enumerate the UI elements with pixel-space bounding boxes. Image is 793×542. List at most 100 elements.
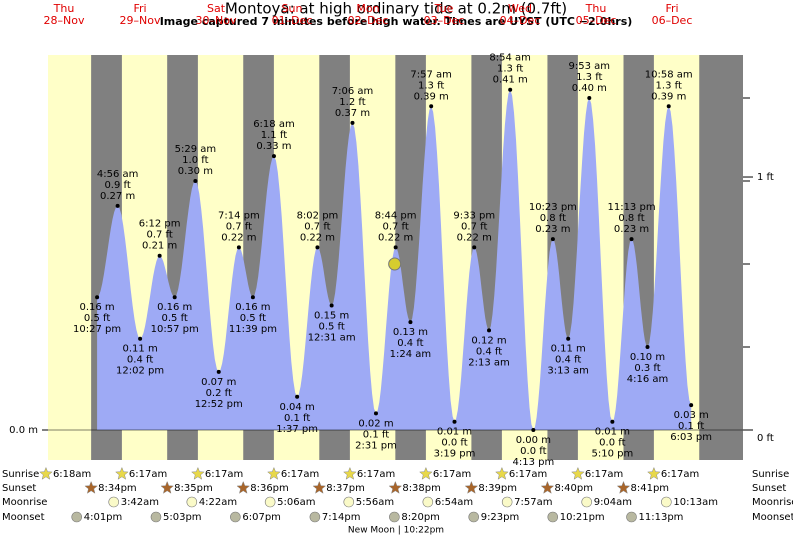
- extreme-dot: [645, 345, 650, 349]
- extreme-label: 9:53 am: [569, 61, 611, 72]
- extreme-dot: [138, 336, 143, 341]
- extreme-label: 2:31 pm: [355, 440, 397, 451]
- extreme-label: 0.9 ft: [104, 180, 130, 191]
- day-name: Thu: [585, 2, 607, 15]
- extreme-label: 1:24 am: [390, 349, 432, 360]
- extreme-label: 0.10 m: [630, 352, 665, 363]
- extreme-label: 1.2 ft: [339, 97, 365, 108]
- extreme-label: 1.1 ft: [261, 130, 287, 141]
- extreme-label: 0.7 ft: [226, 221, 252, 232]
- extreme-label: 0.16 m: [79, 302, 114, 313]
- row-time: 6:17am: [661, 469, 699, 480]
- extreme-label: 0.22 m: [221, 232, 256, 243]
- extreme-label: 1.3 ft: [497, 64, 523, 75]
- extreme-label: 0.40 m: [572, 83, 607, 94]
- extreme-dot: [452, 419, 457, 424]
- moon-icon: [661, 496, 672, 508]
- sun-icon: [464, 480, 479, 494]
- extreme-label: 1.3 ft: [656, 80, 682, 91]
- extreme-label: 0.13 m: [393, 327, 428, 338]
- extreme-label: 0.3 ft: [634, 363, 660, 374]
- extreme-dot: [550, 237, 555, 242]
- extreme-dot: [295, 394, 300, 399]
- row-time: 4:22am: [199, 497, 237, 508]
- extreme-label: 0.01 m: [437, 427, 472, 438]
- row-time: 5:03pm: [163, 512, 202, 523]
- sun-icon: [388, 480, 403, 494]
- extreme-label: 0.39 m: [651, 91, 686, 102]
- row-time: 3:42am: [121, 497, 159, 508]
- row-time: 8:36pm: [250, 483, 289, 494]
- extreme-label: 0.16 m: [235, 302, 270, 313]
- sun-icon: [571, 466, 585, 480]
- extreme-label: 3:19 pm: [434, 449, 476, 460]
- extreme-dot: [566, 336, 571, 341]
- row-time: 5:06am: [277, 497, 315, 508]
- row-label: Sunset: [2, 483, 36, 494]
- extreme-label: 0.22 m: [457, 232, 492, 243]
- moon-icon: [71, 511, 83, 523]
- extreme-label: 0.02 m: [358, 418, 393, 429]
- extreme-dot: [610, 419, 615, 424]
- row-time: 7:57am: [514, 497, 552, 508]
- row-label: Moonrise: [752, 497, 793, 508]
- row-time: 9:23pm: [481, 512, 520, 523]
- extreme-label: 8:54 am: [489, 53, 531, 64]
- extreme-label: 10:27 pm: [73, 324, 121, 335]
- extreme-label: 0.7 ft: [461, 221, 487, 232]
- y2-tick-label: 1 ft: [757, 172, 774, 183]
- current-level: [388, 257, 402, 271]
- row-time: 5:56am: [356, 497, 394, 508]
- extreme-label: 0.16 m: [157, 302, 192, 313]
- extreme-dot: [508, 87, 513, 92]
- extreme-label: 0.7 ft: [146, 230, 172, 241]
- row-time: 8:41pm: [630, 483, 669, 494]
- extreme-label: 4:56 am: [97, 169, 139, 180]
- extreme-dot: [408, 320, 413, 325]
- extreme-label: 12:52 pm: [195, 399, 243, 410]
- sun-icon: [312, 480, 327, 494]
- day-date: 28–Nov: [44, 14, 85, 27]
- extreme-dot: [172, 295, 177, 300]
- row-label: Sunrise: [752, 469, 789, 480]
- extreme-label: 0.03 m: [674, 410, 709, 421]
- moon-icon: [581, 496, 593, 508]
- extreme-dot: [236, 245, 241, 250]
- extreme-dot: [629, 237, 634, 242]
- y-tick-label: 0.0 m: [9, 425, 38, 436]
- sun-icon: [84, 480, 98, 494]
- day-name: Sat: [207, 2, 226, 15]
- extreme-label: 0.07 m: [201, 377, 236, 388]
- row-time: 7:14pm: [322, 512, 361, 523]
- extreme-label: 1.3 ft: [418, 80, 444, 91]
- row-time: 10:13am: [673, 497, 718, 508]
- chart-subtitle: Image captured 7 minutes before high wat…: [160, 15, 633, 28]
- moon-icon: [626, 511, 637, 523]
- extreme-label: 0.0 ft: [441, 438, 467, 449]
- extreme-label: 10:23 pm: [529, 202, 577, 213]
- row-time: 6:17am: [585, 469, 623, 480]
- extreme-dot: [472, 245, 477, 250]
- sun-icon: [495, 466, 509, 480]
- extreme-dot: [689, 403, 694, 408]
- day-date: 04–Dec: [500, 14, 541, 27]
- extreme-label: 0.11 m: [123, 344, 158, 355]
- extreme-dot: [429, 104, 434, 109]
- row-time: 9:04am: [594, 497, 632, 508]
- extreme-label: 0.8 ft: [618, 213, 644, 224]
- extreme-label: 0.12 m: [471, 335, 506, 346]
- extreme-label: 4:13 pm: [512, 457, 554, 468]
- day-date: 03–Dec: [424, 14, 465, 27]
- extreme-dot: [350, 120, 355, 125]
- extreme-label: 1.0 ft: [182, 155, 208, 166]
- extreme-dot: [373, 411, 378, 416]
- row-time: 10:21pm: [560, 512, 605, 523]
- moon-icon: [422, 496, 434, 508]
- row-label: Sunset: [752, 483, 786, 494]
- row-label: Sunrise: [2, 469, 39, 480]
- extreme-dot: [587, 96, 592, 100]
- extreme-label: 0.4 ft: [555, 355, 581, 366]
- day-date: 01–Dec: [272, 14, 313, 27]
- row-time: 6:17am: [357, 469, 395, 480]
